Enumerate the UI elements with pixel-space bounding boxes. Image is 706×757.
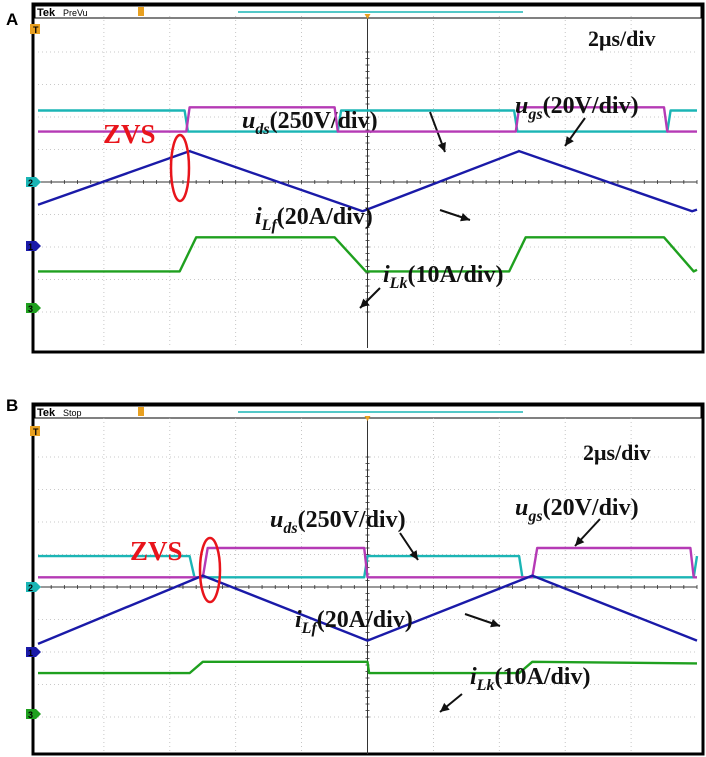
label-arrow-head: [565, 136, 574, 146]
label-u-ds: uds(250V/div): [270, 507, 419, 561]
label-arrow-head: [460, 213, 470, 222]
series-label-main: i: [295, 607, 302, 633]
trigger-t-glyph: T: [33, 427, 39, 437]
series-label-main: u: [515, 495, 528, 521]
zvs-highlight-ellipse: [198, 536, 222, 604]
series-label-scale: (20V/div): [543, 495, 639, 521]
series-label-main: i: [383, 262, 390, 288]
series-label-scale: (10A/div): [494, 664, 590, 690]
channel-marker-shape: [26, 647, 41, 657]
series-label-sub: ds: [283, 520, 297, 537]
series-label-sub: Lk: [476, 677, 495, 694]
series-label-scale: (20A/div): [317, 607, 413, 633]
series-label-scale: (250V/div): [270, 108, 378, 134]
channel-marker-number: 3: [28, 304, 33, 314]
trace-i-lf: [37, 149, 698, 213]
series-label-sub: Lk: [389, 275, 408, 292]
series-label-sub: ds: [255, 121, 269, 138]
trace-i-lk: [38, 236, 698, 273]
series-label: uds(250V/div): [270, 507, 406, 537]
trace-u-ds: [38, 109, 697, 133]
acquisition-status: Stop: [63, 408, 82, 418]
trace-u-gs: [38, 106, 697, 133]
channel-marker-2: 2: [26, 582, 41, 593]
trace-i-lf: [37, 574, 698, 646]
trigger-level-marker: [30, 24, 40, 34]
trigger-time-marker: [364, 14, 371, 19]
trace-u-ds: [38, 554, 699, 579]
series-label-main: i: [255, 204, 262, 230]
series-label-main: u: [242, 108, 255, 134]
channel-marker-number: 2: [28, 178, 33, 188]
channel-marker-number: 1: [28, 242, 33, 252]
series-label: ugs(20V/div): [515, 93, 639, 123]
label-arrow-head: [490, 619, 500, 628]
zvs-label: ZVS: [130, 536, 183, 566]
series-label-sub: gs: [527, 106, 542, 123]
series-label-scale: (20V/div): [543, 93, 639, 119]
series-label-scale: (250V/div): [298, 507, 406, 533]
channel-marker-shape: [26, 303, 41, 313]
series-label: ugs(20V/div): [515, 495, 639, 525]
series-label-sub: gs: [527, 508, 542, 525]
channel-marker-number: 2: [28, 583, 33, 593]
trigger-position-marker: [138, 7, 144, 16]
channel-marker-3: 3: [26, 303, 41, 314]
series-label-main: i: [470, 664, 477, 690]
channel-marker-shape: [26, 177, 41, 187]
panel-letter-b: B: [6, 396, 19, 415]
series-label-main: u: [515, 93, 528, 119]
channel-marker-number: 1: [28, 648, 33, 658]
channel-marker-number: 3: [28, 710, 33, 720]
series-label: iLk(10A/div): [470, 664, 590, 694]
series-label: uds(250V/div): [242, 108, 378, 138]
series-label: iLf(20A/div): [255, 204, 373, 234]
channel-marker-1: 1: [26, 241, 41, 252]
timebase-label: 2μs/div: [588, 26, 656, 51]
label-i-lk: iLk(10A/div): [359, 262, 503, 309]
series-label-scale: (20A/div): [277, 204, 373, 230]
label-i-lf: iLf(20A/div): [295, 607, 501, 637]
label-i-lk: iLk(10A/div): [439, 664, 590, 713]
panel-letter-a: A: [6, 10, 19, 29]
zvs-label: ZVS: [103, 119, 156, 149]
channel-marker-2: 2: [26, 177, 41, 188]
scope-panel-a: Tek PreVuT2uds(250V/div)ugs(20V/div)1iLf(…: [26, 2, 705, 354]
channel-marker-shape: [26, 582, 41, 592]
trigger-time-marker: [364, 416, 371, 421]
trace-i-lk: [38, 660, 698, 675]
label-arrow-head: [575, 536, 585, 546]
series-label-scale: (10A/div): [407, 262, 503, 288]
acquisition-status: PreVu: [63, 8, 88, 18]
label-arrow-head: [360, 298, 370, 308]
series-label: iLf(20A/div): [295, 607, 413, 637]
label-arrow-head: [409, 550, 418, 560]
label-i-lf: iLf(20A/div): [255, 204, 471, 234]
label-arrow-head: [440, 702, 450, 712]
timebase-label: 2μs/div: [583, 440, 651, 465]
zvs-highlight-ellipse: [169, 133, 191, 203]
series-label-main: u: [270, 507, 283, 533]
series-label-sub: Lf: [261, 217, 279, 234]
trigger-position-marker: [138, 407, 144, 416]
trigger-level-marker: [30, 426, 40, 436]
channel-marker-1: 1: [26, 647, 41, 658]
label-u-ds: uds(250V/div): [242, 108, 446, 153]
brand-label: Tek: [37, 7, 56, 19]
channel-marker-3: 3: [26, 709, 41, 720]
channel-marker-shape: [26, 709, 41, 719]
series-label: iLk(10A/div): [383, 262, 503, 292]
label-u-gs: ugs(20V/div): [515, 93, 639, 147]
trace-u-gs: [38, 546, 697, 579]
series-label-sub: Lf: [301, 620, 319, 637]
brand-label: Tek: [37, 407, 56, 419]
channel-marker-shape: [26, 241, 41, 251]
label-arrow-head: [437, 142, 446, 152]
label-u-gs: ugs(20V/div): [515, 495, 639, 547]
trigger-t-glyph: T: [33, 25, 39, 35]
